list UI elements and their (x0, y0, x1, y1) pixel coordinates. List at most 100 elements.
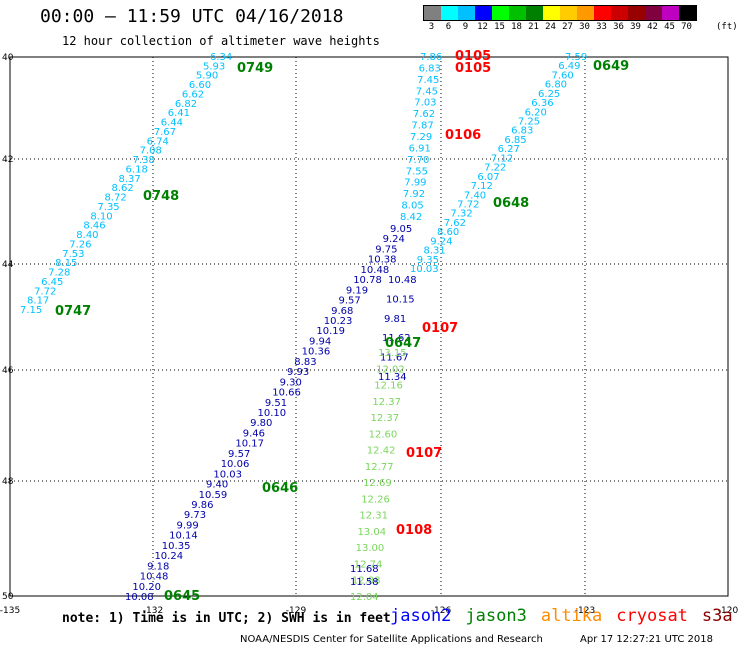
swh-value-label: 13.15 (378, 348, 407, 359)
swh-value-label: 7.60 (552, 70, 574, 81)
swh-value-label: 9.40 (206, 480, 228, 491)
swh-value-label: 7.72 (34, 286, 56, 297)
color-swatch (577, 6, 594, 20)
swh-value-label: 9.19 (346, 285, 368, 296)
swh-value-label: 7.35 (97, 202, 119, 213)
color-scale-label: 3 (428, 22, 435, 32)
swh-value-label: 8.15 (55, 258, 77, 269)
footnote: note: 1) Time is in UTC; 2) SWH is in fe… (62, 611, 391, 626)
y-tick-label: 44 (2, 260, 14, 270)
pass-time-label: 0645 (164, 589, 200, 604)
swh-value-label: 8.40 (76, 230, 98, 241)
color-scale-label: 24 (545, 22, 556, 32)
swh-value-label: 8.05 (401, 201, 423, 212)
x-tick-label: -123 (575, 606, 595, 616)
swh-value-label: 10.03 (410, 264, 439, 275)
swh-value-label: 7.28 (48, 268, 70, 279)
swh-value-label: 8.42 (400, 212, 422, 223)
swh-value-label: 11.62 (382, 333, 411, 344)
y-tick-label: 46 (2, 366, 14, 376)
swh-value-label: 12.88 (352, 576, 381, 587)
swh-value-label: 7.40 (464, 190, 486, 201)
y-tick-label: 50 (2, 592, 14, 602)
swh-value-label: 8.37 (119, 174, 141, 185)
color-scale-label: 39 (630, 22, 641, 32)
swh-value-label: 7.72 (457, 199, 479, 210)
swh-value-label: 10.48 (361, 265, 390, 276)
pass-time-label: 0748 (143, 189, 179, 204)
color-scale-label: 30 (579, 22, 590, 32)
swh-value-label: 10.17 (235, 439, 264, 450)
pass-time-label: 0649 (593, 59, 629, 74)
color-swatch (509, 6, 526, 20)
y-tick-label: 48 (2, 477, 14, 487)
swh-value-label: 9.57 (228, 449, 250, 460)
swh-value-label: 7.59 (565, 52, 587, 63)
swh-value-label: 12.04 (350, 592, 379, 603)
satellite-legend: jason2 jason3 altika cryosat s3a (390, 606, 740, 626)
pass-time-label: 0107 (422, 321, 458, 336)
swh-value-label: 7.62 (444, 218, 466, 229)
swh-value-label: 7.12 (491, 153, 513, 164)
swh-value-label: 9.24 (383, 234, 405, 245)
swh-value-label: 7.62 (413, 109, 435, 120)
pass-time-label: 0646 (262, 481, 298, 496)
swh-value-label: 9.93 (287, 367, 309, 378)
pass-time-label: 0107 (406, 446, 442, 461)
y-tick-label: 42 (2, 155, 13, 165)
swh-value-label: 6.44 (161, 118, 183, 129)
pass-time-label: 0747 (55, 304, 91, 319)
swh-value-label: 7.86 (420, 52, 442, 63)
color-scale-label: 18 (511, 22, 522, 32)
generated-timestamp: Apr 17 12:27:21 UTC 2018 (580, 634, 713, 645)
pass-time-label: 0749 (237, 61, 273, 76)
swh-value-label: 5.90 (196, 71, 218, 82)
swh-value-label: 7.03 (414, 98, 436, 109)
legend-item-altika: altika (540, 606, 603, 626)
swh-value-label: 10.06 (221, 459, 250, 470)
color-swatch (628, 6, 645, 20)
pass-time-label: 0106 (445, 128, 481, 143)
color-swatch (662, 6, 679, 20)
swh-value-label: 12.74 (354, 559, 383, 570)
swh-value-label: 7.08 (140, 146, 162, 157)
swh-value-label: 9.94 (309, 336, 331, 347)
swh-value-label: 9.99 (177, 520, 199, 531)
swh-value-label: 7.25 (518, 117, 540, 128)
swh-value-label: 10.38 (368, 255, 397, 266)
swh-value-label: 13.04 (357, 527, 386, 538)
pass-time-label: 0105 (455, 61, 491, 76)
x-tick-label: -132 (143, 606, 163, 616)
pass-time-label: 0105 (455, 49, 491, 64)
swh-value-label: 10.19 (316, 326, 345, 337)
swh-value-label: 9.05 (390, 224, 412, 235)
swh-value-label: 11.67 (380, 353, 409, 364)
swh-value-label: 6.60 (189, 80, 211, 91)
swh-value-label: 7.29 (410, 132, 432, 143)
swh-value-label: 8.46 (83, 221, 105, 232)
swh-value-label: 11.58 (350, 577, 379, 588)
swh-value-label: 10.35 (162, 541, 191, 552)
swh-value-label: 9.18 (147, 561, 169, 572)
swh-value-label: 9.75 (375, 244, 397, 255)
swh-value-label: 6.25 (538, 89, 560, 100)
color-scale-label: 27 (562, 22, 573, 32)
swh-value-label: 12.26 (361, 494, 390, 505)
swh-value-label: 9.46 (243, 428, 265, 439)
swh-value-label: 8.31 (423, 246, 445, 257)
swh-value-label: 10.66 (272, 388, 301, 399)
swh-value-label: 9.30 (280, 377, 302, 388)
legend-item-s3a: s3a (701, 606, 733, 626)
page-subtitle: 12 hour collection of altimeter wave hei… (62, 34, 380, 48)
swh-value-label: 9.35 (417, 255, 439, 266)
pass-time-label: 0648 (493, 196, 529, 211)
swh-value-label: 6.34 (210, 52, 232, 63)
color-scale-label: 42 (647, 22, 658, 32)
color-swatch (526, 6, 543, 20)
pass-time-label: 0647 (385, 336, 421, 351)
y-tick-label: 40 (2, 53, 14, 63)
swh-value-label: 6.45 (41, 277, 63, 288)
swh-value-label: 10.10 (258, 408, 287, 419)
swh-value-label: 10.23 (324, 316, 353, 327)
